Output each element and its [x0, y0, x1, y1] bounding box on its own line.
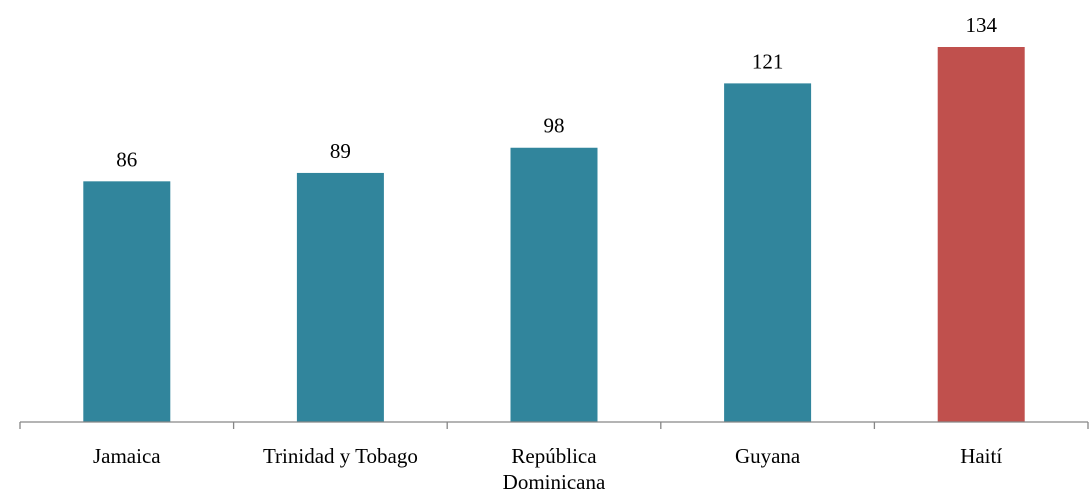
x-tick-label: Jamaica [93, 444, 161, 468]
data-label: 98 [544, 114, 565, 138]
bar [937, 47, 1025, 422]
x-axis [19, 421, 1089, 429]
x-tick-label: Haití [960, 444, 1002, 468]
category-labels-group: Jamaica Trinidad y Tobago República Dominic… [93, 444, 1002, 493]
value-labels-group: 86 89 98 121 134 [116, 13, 997, 171]
data-label: 134 [965, 13, 997, 37]
bar [724, 83, 812, 422]
data-label: 89 [330, 139, 351, 163]
data-label: 86 [116, 147, 137, 171]
data-label: 121 [752, 49, 784, 73]
x-tick-label: Guyana [735, 444, 801, 468]
bar [510, 147, 598, 422]
bar [296, 172, 384, 422]
x-tick-label: República Dominicana [503, 444, 606, 493]
bars-group [83, 47, 1025, 422]
bar [83, 181, 171, 422]
x-tick-label: Trinidad y Tobago [263, 444, 418, 468]
